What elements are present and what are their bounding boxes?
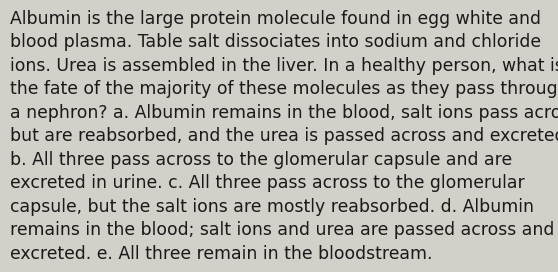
- Text: excreted. e. All three remain in the bloodstream.: excreted. e. All three remain in the blo…: [10, 245, 432, 263]
- Text: but are reabsorbed, and the urea is passed across and excreted.: but are reabsorbed, and the urea is pass…: [10, 127, 558, 145]
- Text: Albumin is the large protein molecule found in egg white and: Albumin is the large protein molecule fo…: [10, 10, 541, 27]
- Text: ions. Urea is assembled in the liver. In a healthy person, what is: ions. Urea is assembled in the liver. In…: [10, 57, 558, 75]
- Text: capsule, but the salt ions are mostly reabsorbed. d. Albumin: capsule, but the salt ions are mostly re…: [10, 198, 534, 216]
- Text: a nephron? a. Albumin remains in the blood, salt ions pass across: a nephron? a. Albumin remains in the blo…: [10, 104, 558, 122]
- Text: excreted in urine. c. All three pass across to the glomerular: excreted in urine. c. All three pass acr…: [10, 174, 525, 192]
- Text: blood plasma. Table salt dissociates into sodium and chloride: blood plasma. Table salt dissociates int…: [10, 33, 541, 51]
- Text: the fate of the majority of these molecules as they pass through: the fate of the majority of these molecu…: [10, 80, 558, 98]
- Text: b. All three pass across to the glomerular capsule and are: b. All three pass across to the glomerul…: [10, 151, 512, 169]
- Text: remains in the blood; salt ions and urea are passed across and: remains in the blood; salt ions and urea…: [10, 221, 555, 239]
